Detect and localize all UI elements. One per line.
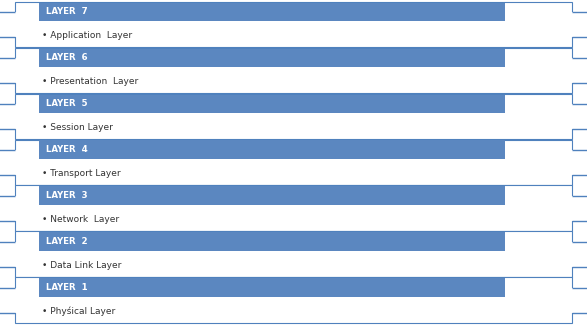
Text: • Application  Layer: • Application Layer xyxy=(42,31,133,40)
Bar xyxy=(15,186,572,231)
Bar xyxy=(39,3,505,21)
Bar xyxy=(39,232,505,251)
Text: • Presentation  Layer: • Presentation Layer xyxy=(42,77,139,86)
Text: • Phyśical Layer: • Phyśical Layer xyxy=(42,306,116,316)
Text: • Session Layer: • Session Layer xyxy=(42,123,113,132)
Text: LAYER  7: LAYER 7 xyxy=(46,7,88,16)
Text: LAYER  5: LAYER 5 xyxy=(46,99,88,108)
Bar xyxy=(569,288,575,313)
Bar xyxy=(39,187,505,205)
Bar xyxy=(12,196,18,221)
Bar xyxy=(12,288,18,313)
Text: LAYER  3: LAYER 3 xyxy=(46,191,88,200)
Bar xyxy=(15,278,572,323)
Bar xyxy=(12,150,18,175)
Text: LAYER  2: LAYER 2 xyxy=(46,237,88,246)
Text: LAYER  4: LAYER 4 xyxy=(46,145,88,154)
Bar xyxy=(569,242,575,267)
Bar xyxy=(15,2,572,47)
Bar xyxy=(569,150,575,175)
Bar xyxy=(39,140,505,159)
Bar xyxy=(569,196,575,221)
Bar xyxy=(12,58,18,83)
Bar xyxy=(15,139,572,185)
Text: • Network  Layer: • Network Layer xyxy=(42,215,119,224)
Bar xyxy=(12,242,18,267)
Bar xyxy=(15,47,572,93)
Bar xyxy=(569,12,575,37)
Text: • Data Link Layer: • Data Link Layer xyxy=(42,261,122,270)
Text: • Transport Layer: • Transport Layer xyxy=(42,169,121,178)
Text: LAYER  6: LAYER 6 xyxy=(46,53,88,62)
Bar xyxy=(569,58,575,83)
Bar xyxy=(12,12,18,37)
Text: LAYER  1: LAYER 1 xyxy=(46,283,88,292)
Bar xyxy=(15,231,572,277)
Bar xyxy=(39,279,505,296)
Bar xyxy=(39,95,505,113)
Bar xyxy=(39,48,505,67)
Bar xyxy=(15,94,572,139)
Bar xyxy=(12,104,18,129)
Bar xyxy=(569,104,575,129)
